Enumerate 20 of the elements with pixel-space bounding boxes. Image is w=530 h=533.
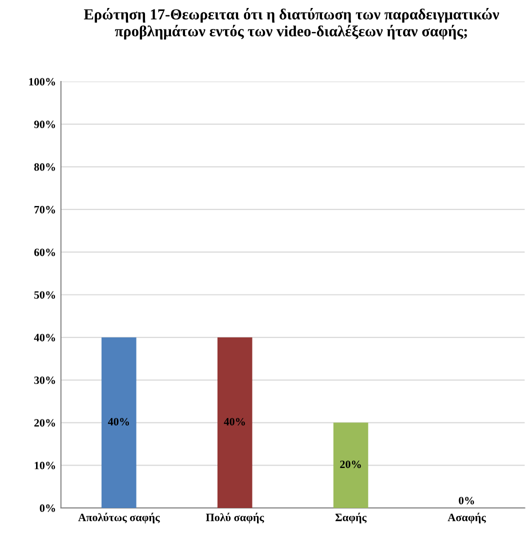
y-tick-label: 30%: [34, 376, 56, 384]
y-tick-label: 70%: [34, 206, 56, 214]
y-tick-label: 10%: [34, 462, 56, 470]
y-tick-label: 40%: [34, 334, 56, 342]
chart-title: Ερώτηση 17-Θεωρειται ότι η διατύπωση των παραδειγματικών προβλημάτων εντός των video-διαλέξεων ήταν σαφής;: [84, 8, 500, 40]
data-label: 20%: [340, 460, 361, 468]
data-label: 40%: [224, 418, 245, 426]
y-tick-label: 100%: [29, 78, 56, 86]
y-tick-label: 60%: [34, 248, 56, 256]
x-tick-label: Πολύ σαφής: [206, 512, 264, 524]
data-label: 40%: [108, 418, 129, 426]
y-tick-label: 0%: [40, 504, 56, 512]
y-tick-label: 20%: [34, 419, 56, 427]
x-tick-label: Απολύτως σαφής: [78, 512, 160, 524]
y-tick-label: 90%: [34, 120, 56, 128]
y-tick-label: 50%: [34, 291, 56, 299]
x-tick-label: Σαφής: [335, 512, 367, 524]
data-label: 0%: [458, 496, 474, 504]
y-tick-label: 80%: [34, 163, 56, 171]
x-tick-label: Ασαφής: [448, 512, 486, 524]
